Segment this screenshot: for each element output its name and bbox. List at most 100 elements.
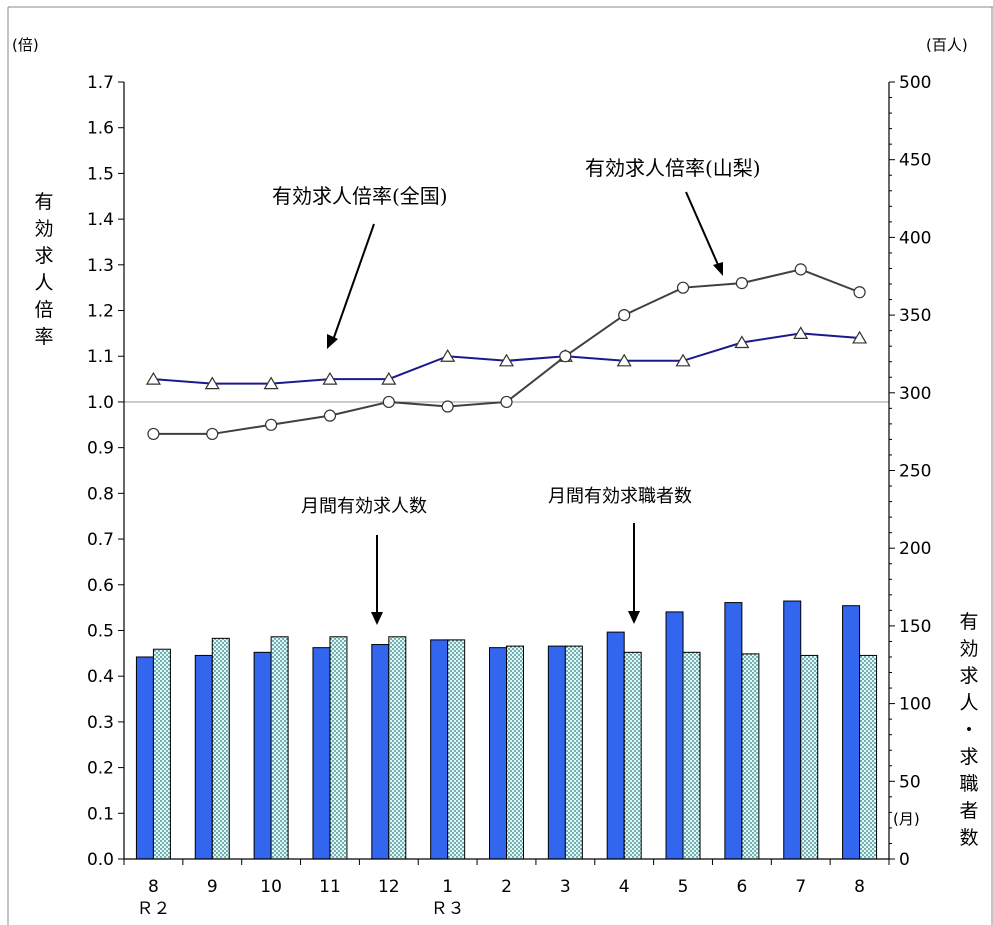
point-national-ratio (616, 353, 632, 367)
point-national-ratio (734, 335, 750, 349)
x-axis-tick-label: 8 (854, 877, 865, 897)
point-national-ratio (322, 371, 338, 385)
x-axis-tick-label: 1 (442, 877, 453, 897)
point-national-ratio (675, 353, 691, 367)
left-axis-tick-label: 0.5 (87, 621, 114, 641)
bar-monthly-openings (606, 631, 625, 860)
left-axis-tick-label: 0.1 (87, 804, 114, 824)
bar-monthly-seekers (623, 651, 642, 860)
point-national-ratio (852, 330, 868, 344)
annotation-yamanashi-ratio: 有効求人倍率(山梨) (585, 156, 761, 180)
point-national-ratio (204, 376, 220, 390)
left-axis-tick-label: 0.9 (87, 439, 114, 459)
bar-monthly-openings (430, 639, 449, 860)
right-axis-tick-label: 500 (899, 73, 931, 93)
right-axis-tick-label: 100 (899, 695, 931, 715)
point-national-ratio (263, 376, 279, 390)
bar-monthly-openings (665, 611, 684, 860)
point-national-ratio (498, 353, 515, 367)
x-axis-tick-label: 9 (207, 877, 218, 897)
point-national-ratio (793, 326, 809, 339)
bar-monthly-seekers (859, 654, 878, 860)
bar-monthly-seekers (800, 654, 819, 860)
right-axis-tick-label: 250 (899, 462, 931, 482)
point-yamanashi-ratio (323, 409, 337, 422)
right-axis-tick-label: 150 (899, 617, 931, 637)
bar-monthly-seekers (447, 639, 466, 860)
left-axis-tick-label: 1.3 (87, 256, 114, 276)
annotation-national-ratio: 有効求人倍率(全国) (272, 184, 448, 208)
point-yamanashi-ratio (853, 286, 866, 299)
x-axis-unit: (月) (893, 810, 920, 828)
line-yamanashi-ratio (153, 268, 860, 435)
right-axis-unit: (百人) (926, 36, 968, 54)
point-yamanashi-ratio (618, 309, 631, 322)
point-yamanashi-ratio (735, 277, 748, 290)
bar-monthly-openings (489, 647, 507, 860)
bar-monthly-seekers (741, 653, 760, 860)
bar-monthly-seekers (329, 636, 348, 860)
left-axis-unit: (倍) (12, 36, 39, 54)
left-axis-tick-label: 0.8 (87, 484, 114, 504)
point-national-ratio (145, 371, 161, 385)
right-axis-tick-label: 50 (899, 772, 921, 792)
right-axis-tick-label: 300 (899, 384, 931, 404)
left-axis-tick-label: 1.6 (87, 119, 114, 139)
bar-monthly-seekers (682, 651, 701, 860)
left-axis-tick-label: 1.1 (87, 347, 114, 367)
bar-monthly-openings (253, 651, 272, 860)
right-axis-tick-label: 200 (899, 539, 931, 559)
x-axis-tick-label: 7 (795, 877, 806, 897)
era-label: Ｒ２ (136, 899, 170, 919)
bar-monthly-openings (371, 644, 390, 860)
point-yamanashi-ratio (147, 427, 160, 441)
bar-monthly-openings (194, 654, 213, 860)
arrowhead-monthly-seekers (628, 611, 640, 624)
left-axis-label: 有効求人倍率 (34, 191, 53, 348)
x-axis-tick-label: 5 (678, 877, 689, 897)
annotation-monthly-seekers: 月間有効求職者数 (548, 486, 692, 507)
x-axis-tick-label: 11 (319, 877, 341, 897)
left-axis-tick-label: 1.7 (87, 73, 114, 93)
bar-monthly-openings (312, 647, 331, 860)
x-axis-tick-label: 4 (619, 877, 630, 897)
x-axis-tick-label: 6 (736, 877, 747, 897)
left-axis-tick-label: 0.7 (87, 530, 114, 550)
right-axis-tick-label: 450 (899, 151, 931, 171)
point-yamanashi-ratio (559, 350, 572, 363)
x-axis-tick-label: 12 (378, 877, 400, 897)
point-yamanashi-ratio (382, 395, 395, 409)
bar-monthly-seekers (211, 637, 230, 860)
point-yamanashi-ratio (500, 395, 513, 409)
left-axis-tick-label: 0.3 (87, 713, 114, 733)
point-yamanashi-ratio (676, 281, 690, 294)
arrowhead-monthly-openings (371, 612, 383, 625)
bar-monthly-seekers (506, 645, 524, 860)
point-yamanashi-ratio (794, 263, 807, 276)
arrow-national-ratio (331, 223, 375, 344)
left-axis-tick-label: 0.2 (87, 759, 114, 779)
bar-monthly-openings (135, 656, 154, 860)
point-yamanashi-ratio (265, 418, 278, 431)
left-axis-tick-label: 0.4 (87, 667, 114, 687)
left-axis-tick-label: 1.0 (87, 393, 114, 413)
right-axis-tick-label: 400 (899, 228, 931, 248)
point-national-ratio (381, 371, 397, 385)
bar-monthly-seekers (270, 636, 289, 860)
annotation-monthly-openings: 月間有効求人数 (301, 496, 427, 517)
left-axis-tick-label: 1.2 (87, 302, 114, 322)
x-axis-tick-label: 2 (501, 877, 512, 897)
right-axis-tick-label: 350 (899, 306, 931, 326)
bar-monthly-openings (783, 600, 802, 860)
left-axis-tick-label: 1.4 (87, 210, 114, 230)
x-axis-tick-label: 8 (148, 877, 159, 897)
arrowhead-national-ratio (327, 334, 338, 349)
era-label: Ｒ３ (431, 899, 465, 919)
left-axis-tick-label: 0.6 (87, 576, 114, 596)
left-axis-tick-label: 0.0 (87, 850, 114, 870)
arrow-yamanashi-ratio (685, 191, 720, 268)
point-yamanashi-ratio (441, 400, 454, 413)
x-axis-tick-label: 10 (260, 877, 282, 897)
bar-monthly-seekers (152, 648, 171, 860)
